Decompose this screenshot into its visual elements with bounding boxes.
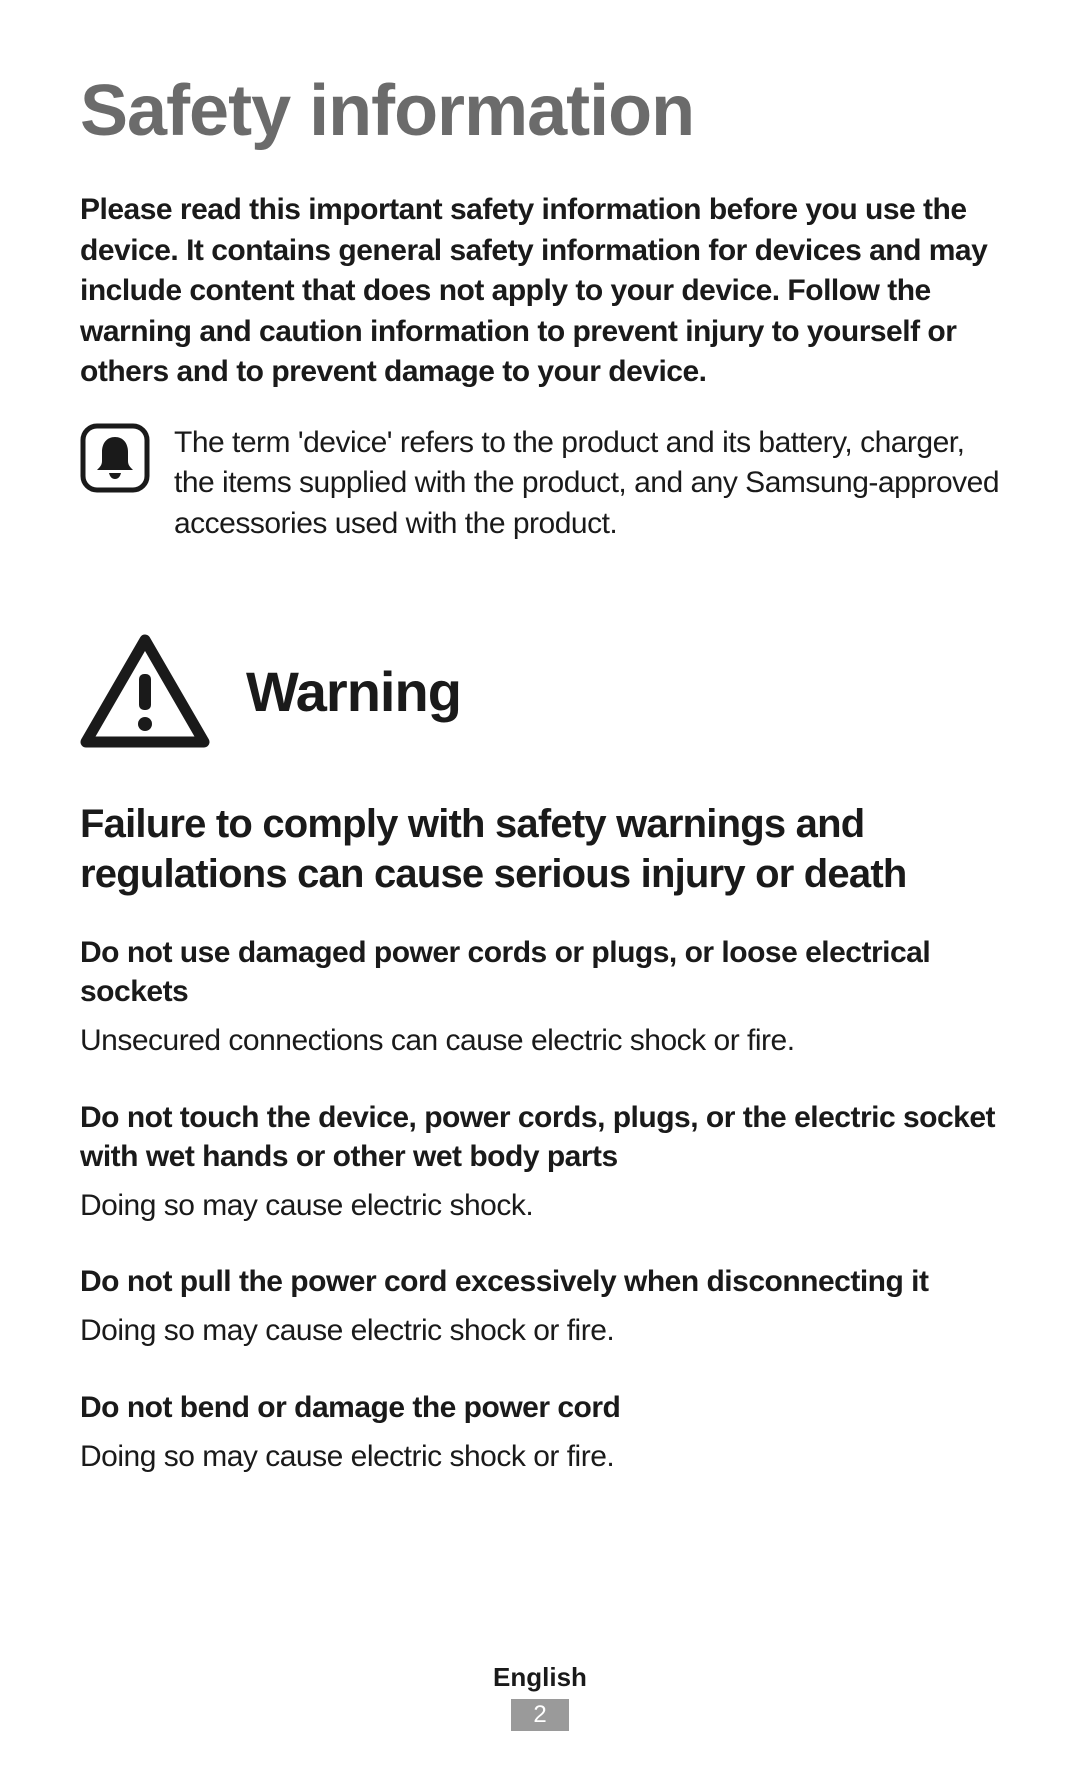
warning-item-title: Do not bend or damage the power cord — [80, 1388, 1000, 1427]
page-footer: English 2 — [0, 1662, 1080, 1731]
warning-item-title: Do not use damaged power cords or plugs,… — [80, 933, 1000, 1011]
footer-language: English — [0, 1662, 1080, 1693]
warning-item-body: Doing so may cause electric shock or fir… — [80, 1311, 1000, 1352]
warning-header: Warning — [80, 634, 1000, 749]
warning-item-title: Do not pull the power cord excessively w… — [80, 1262, 1000, 1301]
warning-item-body: Doing so may cause electric shock. — [80, 1186, 1000, 1227]
intro-paragraph: Please read this important safety inform… — [80, 190, 1000, 393]
warning-subheading: Failure to comply with safety warnings a… — [80, 799, 1000, 899]
warning-title: Warning — [246, 659, 461, 724]
warning-item-body: Unsecured connections can cause electric… — [80, 1021, 1000, 1062]
note-text: The term 'device' refers to the product … — [174, 423, 1000, 545]
note-row: The term 'device' refers to the product … — [80, 423, 1000, 545]
footer-page-number: 2 — [511, 1699, 568, 1731]
warning-triangle-icon — [80, 634, 210, 749]
page-title: Safety information — [80, 70, 1000, 152]
warning-item-title: Do not touch the device, power cords, pl… — [80, 1098, 1000, 1176]
warning-item-body: Doing so may cause electric shock or fir… — [80, 1437, 1000, 1478]
bell-icon — [80, 423, 150, 493]
